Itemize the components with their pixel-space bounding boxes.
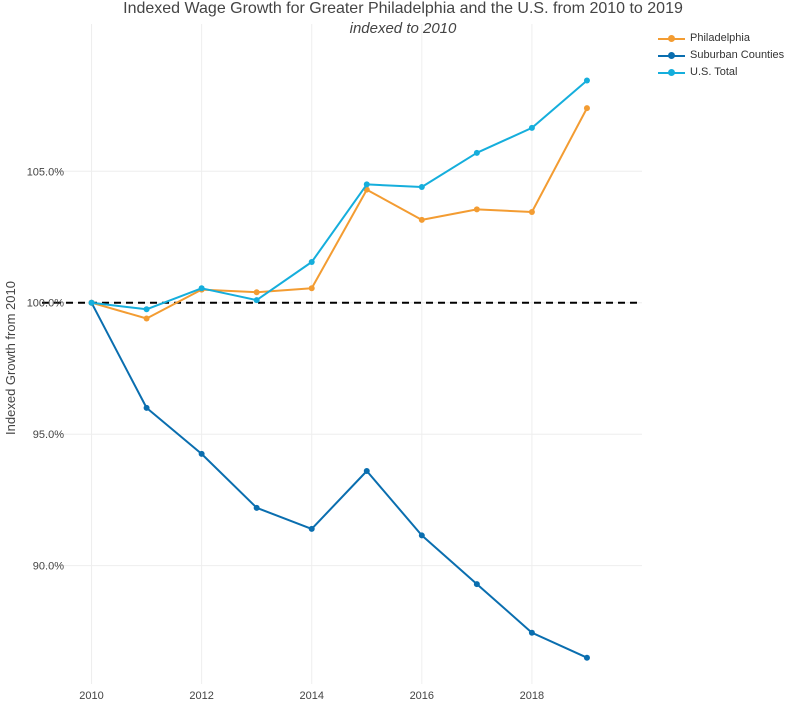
point-suburban-counties[interactable]	[143, 404, 150, 411]
chart-title: Indexed Wage Growth for Greater Philadel…	[123, 0, 683, 17]
gridlines	[42, 24, 642, 684]
y-tick-label: 90.0%	[33, 561, 64, 573]
legend-marker-icon	[668, 35, 675, 42]
point-suburban-counties[interactable]	[418, 532, 425, 539]
point-philadelphia[interactable]	[308, 285, 315, 292]
legend-label: U.S. Total	[690, 66, 738, 78]
x-tick-label: 2010	[79, 690, 103, 702]
legend-label: Philadelphia	[690, 32, 750, 44]
point-u-s-total[interactable]	[583, 77, 590, 84]
point-suburban-counties[interactable]	[473, 581, 480, 588]
legend-item-suburban-counties[interactable]: Suburban Counties	[656, 47, 784, 64]
legend-item-u-s-total[interactable]: U.S. Total	[656, 64, 784, 81]
point-philadelphia[interactable]	[143, 315, 150, 322]
x-tick-label: 2016	[410, 690, 434, 702]
point-philadelphia[interactable]	[253, 289, 260, 296]
series-line-suburban-counties	[90, 302, 588, 659]
legend-marker-icon	[668, 69, 675, 76]
point-u-s-total[interactable]	[253, 297, 260, 304]
point-philadelphia[interactable]	[418, 216, 425, 223]
series-line-philadelphia	[91, 107, 588, 320]
point-suburban-counties[interactable]	[363, 468, 370, 475]
x-tick-label: 2018	[520, 690, 544, 702]
point-philadelphia[interactable]	[473, 206, 480, 213]
point-u-s-total[interactable]	[418, 184, 425, 191]
point-philadelphia[interactable]	[583, 105, 590, 112]
point-suburban-counties[interactable]	[308, 525, 315, 532]
point-u-s-total[interactable]	[473, 149, 480, 156]
point-suburban-counties[interactable]	[528, 629, 535, 636]
x-tick-label: 2014	[299, 690, 323, 702]
chart-subtitle: indexed to 2010	[349, 20, 457, 37]
legend-marker-icon	[668, 52, 675, 59]
point-u-s-total[interactable]	[88, 299, 95, 306]
legend: Philadelphia Suburban Counties U.S. Total	[656, 30, 784, 81]
y-tick-label: 95.0%	[33, 429, 64, 441]
point-philadelphia[interactable]	[528, 209, 535, 216]
series-group	[88, 77, 590, 661]
point-suburban-counties[interactable]	[198, 450, 205, 457]
y-axis-label: Indexed Growth from 2010	[3, 281, 18, 435]
point-u-s-total[interactable]	[363, 181, 370, 188]
point-suburban-counties[interactable]	[253, 504, 260, 511]
y-tick-label: 105.0%	[27, 166, 65, 178]
legend-item-philadelphia[interactable]: Philadelphia	[656, 30, 784, 47]
axis-labels: 2010 2012 2014 2016 2018 90.0% 95.0% 100.0% 105.…	[27, 166, 544, 702]
legend-label: Suburban Counties	[690, 49, 785, 61]
point-suburban-counties[interactable]	[583, 654, 590, 661]
series-line-u-s-total	[91, 79, 588, 311]
point-u-s-total[interactable]	[528, 124, 535, 131]
y-tick-label: 100.0%	[27, 298, 65, 310]
point-u-s-total[interactable]	[143, 306, 150, 313]
point-u-s-total[interactable]	[198, 285, 205, 292]
point-u-s-total[interactable]	[308, 258, 315, 265]
x-tick-label: 2012	[189, 690, 213, 702]
